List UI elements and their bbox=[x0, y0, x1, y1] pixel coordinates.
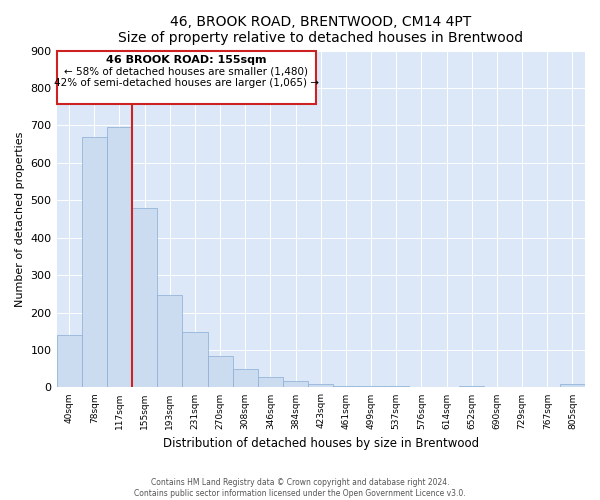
Bar bbox=[182, 332, 208, 388]
Text: 46 BROOK ROAD: 155sqm: 46 BROOK ROAD: 155sqm bbox=[106, 54, 266, 64]
Bar bbox=[383, 386, 409, 388]
Bar bbox=[107, 128, 132, 388]
Text: 42% of semi-detached houses are larger (1,065) →: 42% of semi-detached houses are larger (… bbox=[53, 78, 319, 88]
Bar bbox=[157, 294, 182, 388]
Bar bbox=[132, 208, 157, 388]
Bar bbox=[334, 386, 359, 388]
Bar bbox=[308, 384, 334, 388]
Bar bbox=[82, 136, 107, 388]
Bar bbox=[258, 377, 283, 388]
Bar bbox=[56, 50, 316, 104]
Title: 46, BROOK ROAD, BRENTWOOD, CM14 4PT
Size of property relative to detached houses: 46, BROOK ROAD, BRENTWOOD, CM14 4PT Size… bbox=[118, 15, 523, 45]
Bar bbox=[459, 386, 484, 388]
Bar bbox=[359, 386, 383, 388]
Y-axis label: Number of detached properties: Number of detached properties bbox=[15, 132, 25, 306]
Bar bbox=[208, 356, 233, 388]
X-axis label: Distribution of detached houses by size in Brentwood: Distribution of detached houses by size … bbox=[163, 437, 479, 450]
Text: Contains HM Land Registry data © Crown copyright and database right 2024.
Contai: Contains HM Land Registry data © Crown c… bbox=[134, 478, 466, 498]
Bar bbox=[560, 384, 585, 388]
Bar bbox=[283, 380, 308, 388]
Text: ← 58% of detached houses are smaller (1,480): ← 58% of detached houses are smaller (1,… bbox=[64, 67, 308, 77]
Bar bbox=[56, 335, 82, 388]
Bar bbox=[233, 368, 258, 388]
